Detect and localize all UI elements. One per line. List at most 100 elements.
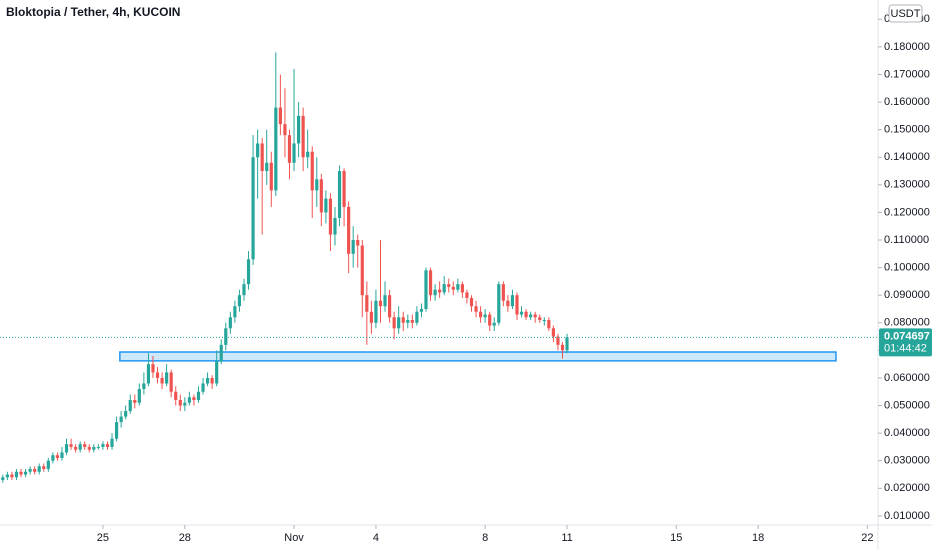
candle-body — [424, 270, 428, 309]
candle-body — [542, 320, 546, 322]
candle-body — [315, 179, 319, 191]
candle-body — [351, 240, 355, 254]
candle-body — [483, 314, 487, 318]
candle-body — [237, 295, 242, 307]
candle-body — [42, 466, 46, 469]
y-tick-label: 0.100000 — [884, 262, 930, 274]
candle-body — [301, 115, 305, 158]
candle-body — [278, 107, 282, 125]
candle-body — [137, 388, 141, 403]
x-tick-label: Nov — [284, 532, 304, 544]
y-tick-label: 0.030000 — [884, 455, 930, 467]
y-tick-label: 0.120000 — [884, 206, 930, 218]
currency-label: USDT — [891, 8, 921, 20]
candle-body — [210, 377, 214, 384]
candle-body — [160, 377, 164, 384]
candle-body — [23, 471, 28, 475]
candle-body — [465, 292, 469, 298]
candle-body — [74, 446, 78, 450]
candle-body — [196, 391, 201, 401]
candle-body — [451, 286, 455, 290]
candle-body — [510, 295, 515, 307]
candle-body — [19, 471, 23, 475]
candle-body — [151, 364, 155, 373]
candle-body — [442, 284, 446, 293]
y-tick-label: 0.060000 — [884, 372, 930, 384]
y-tick-label: 0.080000 — [884, 317, 930, 329]
candle-body — [506, 300, 510, 307]
candle-body — [492, 322, 496, 326]
candle-body — [14, 471, 19, 478]
candle-body — [246, 259, 251, 285]
candle-body — [165, 372, 169, 384]
candle-body — [433, 289, 437, 296]
candle-body — [292, 143, 296, 163]
candle-body — [155, 372, 160, 378]
candle-body — [37, 466, 41, 472]
x-tick-label: 15 — [670, 532, 682, 544]
candle-body — [242, 284, 246, 296]
candle-body — [92, 446, 96, 450]
candle-body — [460, 284, 464, 293]
candle-body — [356, 240, 360, 246]
candle-body — [1, 477, 5, 481]
x-tick-label: 18 — [752, 532, 764, 544]
candle-body — [529, 314, 533, 318]
candle-body — [447, 284, 451, 287]
candle-body — [560, 344, 565, 351]
candle-body — [128, 400, 132, 412]
candle-body — [365, 295, 369, 312]
last-price-label: 0.074697 — [884, 330, 930, 342]
candle-body — [274, 107, 278, 191]
x-tick-label: 25 — [97, 532, 109, 544]
currency-badge — [888, 4, 923, 23]
candle-body — [438, 289, 442, 293]
candle-body — [146, 364, 151, 384]
candle-body — [69, 444, 73, 447]
candle-body — [101, 444, 105, 447]
candle-body — [114, 422, 119, 439]
candle-body — [178, 400, 182, 406]
candle-body — [119, 416, 123, 423]
candle-body — [201, 383, 205, 392]
candle-body — [169, 372, 173, 392]
candle-body — [283, 124, 287, 136]
candle-body — [406, 320, 410, 323]
x-tick-label: 28 — [179, 532, 191, 544]
candle-body — [96, 446, 100, 448]
candle-body — [306, 151, 310, 158]
candle-body — [469, 297, 474, 307]
candle-body — [538, 317, 542, 321]
candle-body — [265, 162, 269, 172]
candle-body — [46, 460, 50, 469]
candle-body — [55, 455, 60, 458]
y-tick-label: 0.150000 — [884, 124, 930, 136]
x-tick-label: 11 — [561, 532, 572, 544]
candle-body — [174, 391, 178, 401]
candle-body — [501, 284, 505, 301]
candle-body — [397, 317, 401, 329]
y-tick-label: 0.160000 — [884, 96, 930, 108]
candle-body — [565, 337, 569, 351]
candle-body — [497, 284, 501, 323]
candle-body — [533, 314, 537, 318]
candle-body — [410, 320, 414, 323]
candle-body — [387, 295, 392, 318]
candle-body — [474, 306, 478, 312]
candle-body — [551, 328, 555, 337]
candle-body — [142, 383, 146, 389]
candle-body — [5, 474, 9, 478]
candle-body — [233, 306, 237, 318]
support-zone — [119, 351, 837, 362]
candle-body — [369, 311, 373, 323]
candle-body — [347, 206, 351, 254]
last-price-tag — [879, 328, 932, 357]
y-tick-label: 0.010000 — [884, 510, 930, 522]
candle-body — [342, 171, 346, 207]
candle-body — [456, 284, 460, 290]
candle-body — [124, 411, 128, 417]
candle-body — [319, 179, 323, 213]
